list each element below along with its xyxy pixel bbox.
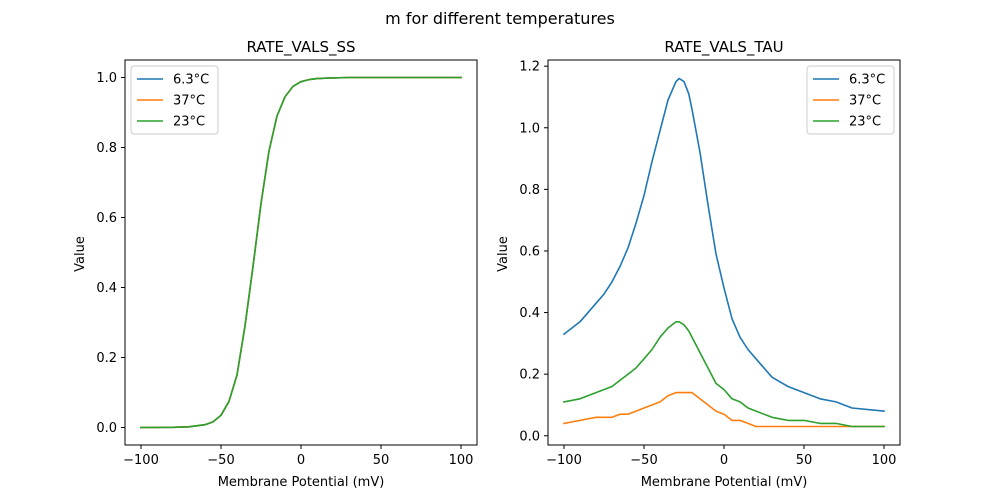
left-y-tick-label: 1.0 [96,71,117,86]
right-y-tick-label: 1.0 [519,121,540,136]
right-subplot-title: RATE_VALS_TAU [664,38,783,57]
right-series-line-1 [563,391,885,428]
left-y-tick-label: 0.6 [96,211,117,226]
right-y-tick-label: 1.2 [519,60,540,75]
left-legend: 6.3°C 37°C 23°C [130,65,219,135]
left-x-tick-label: 100 [449,453,474,468]
left-y-tick-label: 0.4 [96,281,117,296]
left-x-tick-label: −50 [207,453,234,468]
right-series-line-0 [562,77,885,412]
right-y-tick-label: 0.2 [519,368,540,383]
left-x-tick-label: 50 [373,453,390,468]
right-legend-label: 6.3°C [849,73,885,88]
right-x-tick-label: 100 [872,453,897,468]
right-legend-label: 23°C [849,115,881,130]
right-legend-label: 37°C [849,94,881,109]
left-subplot: RATE_VALS_SS Membrane Potential (mV) Val… [73,38,478,490]
figure-suptitle: m for different temperatures [385,9,615,28]
left-x-axis-label: Membrane Potential (mV) [218,475,385,490]
left-series-line-2 [140,76,462,429]
right-x-tick-label: −100 [546,453,582,468]
right-y-tick-label: 0.0 [519,429,540,444]
right-x-tick-label: 0 [720,453,728,468]
left-legend-label: 6.3°C [173,73,209,88]
right-series-line-2 [563,320,885,428]
right-x-axis-label: Membrane Potential (mV) [641,475,808,490]
left-y-tick-label: 0.0 [96,421,117,436]
left-legend-label: 23°C [173,115,205,130]
right-y-tick-label: 0.6 [519,244,540,259]
left-x-tick-label: −100 [123,453,159,468]
left-x-tick-label: 0 [297,453,305,468]
right-y-tick-label: 0.4 [519,306,540,321]
right-subplot: RATE_VALS_TAU Membrane Potential (mV) Va… [496,38,901,490]
left-y-tick-label: 0.2 [96,351,117,366]
left-y-tick-label: 0.8 [96,141,117,156]
left-legend-box [130,65,219,135]
right-legend: 6.3°C 37°C 23°C [806,65,895,135]
right-x-tick-label: 50 [796,453,813,468]
right-legend-box [806,65,895,135]
right-y-axis-label: Value [496,236,511,272]
left-subplot-title: RATE_VALS_SS [246,38,355,57]
right-x-tick-label: −50 [630,453,657,468]
left-legend-label: 37°C [173,94,205,109]
left-y-axis-label: Value [73,236,88,272]
right-y-tick-label: 0.8 [519,183,540,198]
